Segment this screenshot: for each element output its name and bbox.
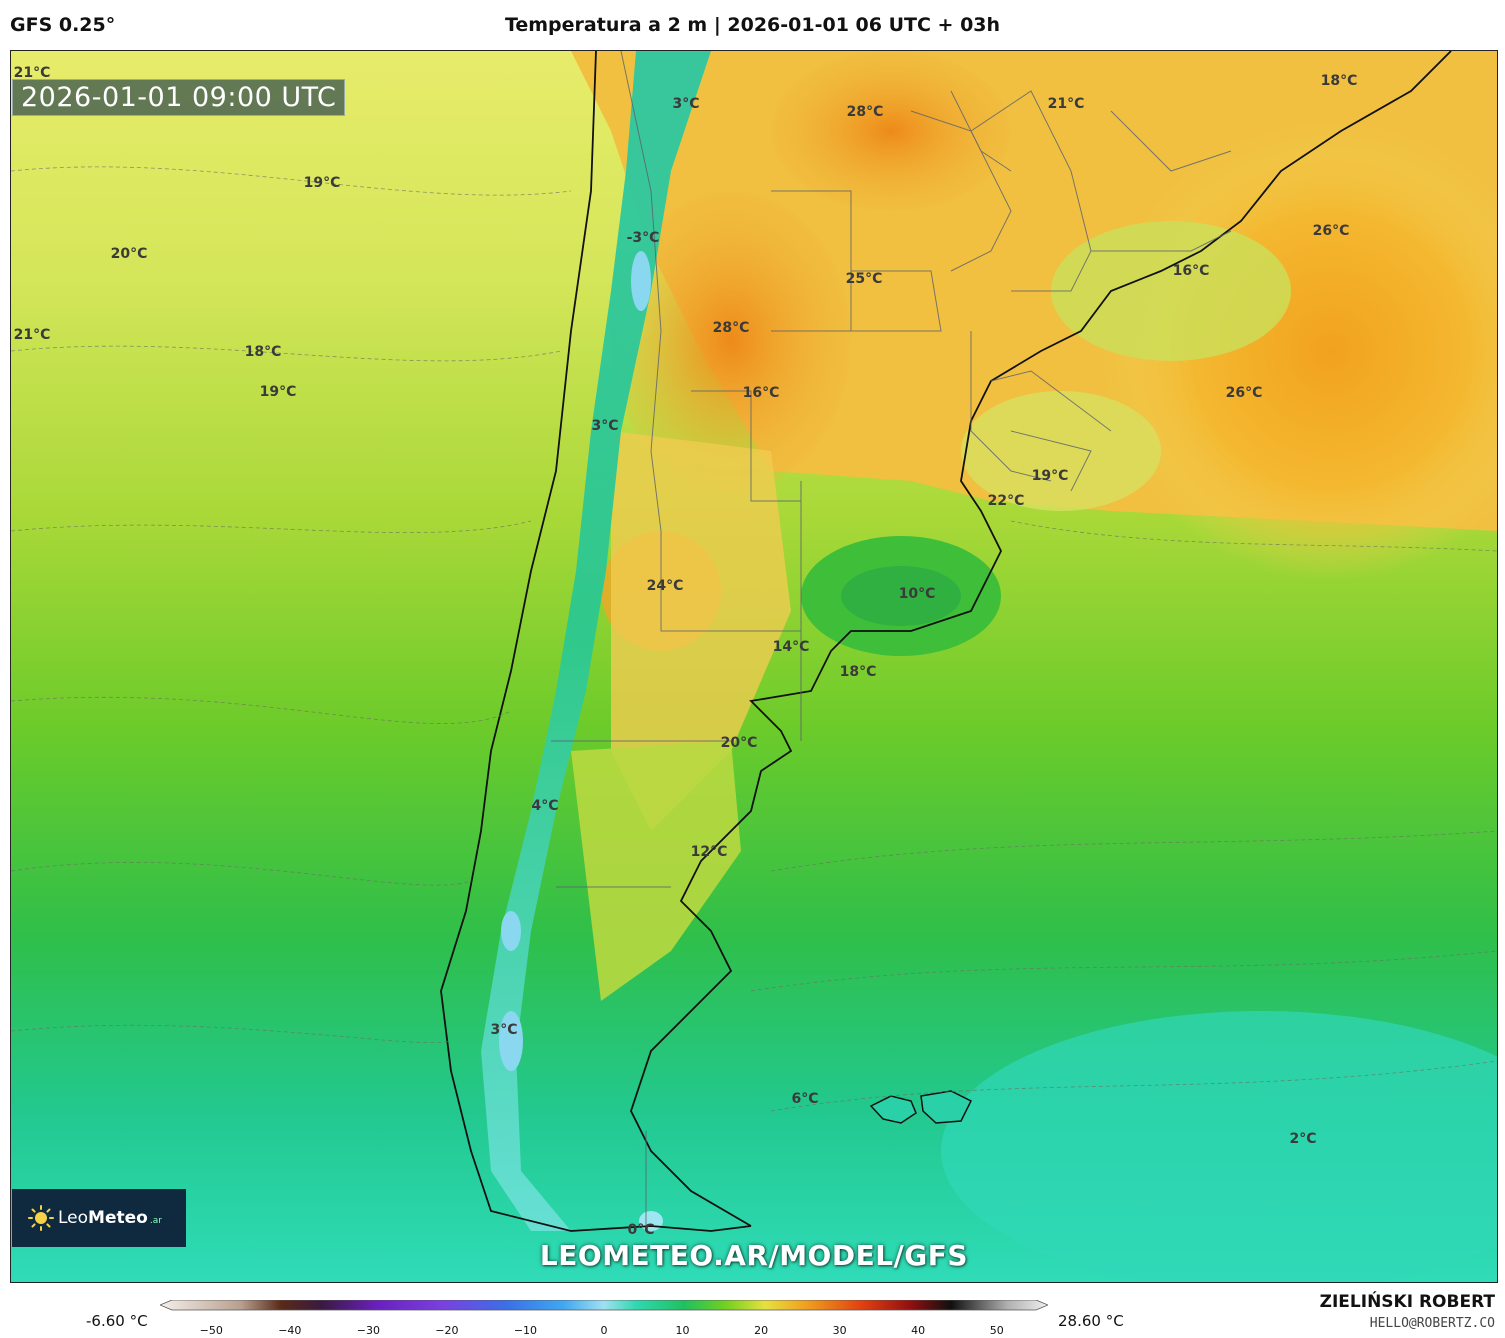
scale-tick-label: 0 <box>600 1324 608 1337</box>
author-block: ZIELIŃSKI ROBERT HELLO@ROBERTZ.CO <box>1320 1292 1495 1331</box>
scale-tick-label: 10 <box>675 1324 690 1337</box>
url-watermark: LEOMETEO.AR/MODEL/GFS <box>539 1239 969 1272</box>
color-scale-bar <box>160 1300 1048 1311</box>
temp-label: 21°C <box>13 65 51 81</box>
temp-label: 21°C <box>1047 96 1085 112</box>
sun-icon <box>28 1205 54 1231</box>
scale-tick-label: −10 <box>513 1324 538 1337</box>
temp-label: -3°C <box>626 230 660 246</box>
temp-label: 24°C <box>646 578 684 594</box>
logo-suffix: .ar <box>149 1216 162 1226</box>
scale-tick-label: −50 <box>199 1324 223 1337</box>
scale-tick-label: −30 <box>356 1324 380 1337</box>
temp-label: 16°C <box>1172 263 1210 279</box>
logo-name-bold: Meteo <box>88 1208 148 1228</box>
valid-time-badge: 2026-01-01 09:00 UTC <box>12 79 346 116</box>
temp-label: 6°C <box>791 1091 819 1107</box>
temp-label: 16°C <box>742 385 780 401</box>
temp-label: 28°C <box>712 320 750 336</box>
temp-label: 19°C <box>1031 468 1069 484</box>
temp-label: 10°C <box>898 586 936 602</box>
leometeo-logo[interactable]: LeoMeteo .ar <box>12 1189 186 1247</box>
temp-label: 3°C <box>672 96 700 112</box>
temp-label: 3°C <box>490 1022 518 1038</box>
temp-label: 18°C <box>839 664 877 680</box>
scale-tick-label: −40 <box>278 1324 302 1337</box>
scale-tick-label: 20 <box>754 1324 769 1337</box>
logo-name-regular: Leo <box>58 1208 89 1228</box>
temp-label: 18°C <box>244 344 282 360</box>
scale-tick-label: 40 <box>911 1324 926 1337</box>
legend-max-label: 28.60 °C <box>1058 1312 1124 1330</box>
temperature-map: 2026-01-01 09:00 UTC 21°C 3°C 28°C 21°C … <box>10 50 1498 1283</box>
temp-label: 28°C <box>846 104 884 120</box>
temp-label: 26°C <box>1312 223 1350 239</box>
temp-label: 0°C <box>627 1222 655 1238</box>
map-title: Temperatura a 2 m | 2026-01-01 06 UTC + … <box>504 14 1001 36</box>
temp-label: 21°C <box>13 327 51 343</box>
temp-label: 19°C <box>259 384 297 400</box>
temp-label: 20°C <box>720 735 758 751</box>
logo-name: LeoMeteo <box>58 1208 148 1228</box>
scale-tick-label: 30 <box>832 1324 847 1337</box>
temp-label: 14°C <box>772 639 810 655</box>
temp-label: 2°C <box>1289 1131 1317 1147</box>
color-scale-ticks: −50 −40 −30 −20 −10 0 10 20 30 40 50 <box>160 1324 1048 1338</box>
temp-label: 20°C <box>110 246 148 262</box>
temp-label: 4°C <box>531 798 559 814</box>
scale-tick-label: −20 <box>435 1324 459 1337</box>
temp-label: 3°C <box>591 418 619 434</box>
model-label: GFS 0.25° <box>10 14 116 36</box>
temp-label: 22°C <box>987 493 1025 509</box>
temp-label: 18°C <box>1320 73 1358 89</box>
temp-label: 19°C <box>303 175 341 191</box>
legend-min-label: -6.60 °C <box>86 1312 148 1330</box>
author-name: ZIELIŃSKI ROBERT <box>1319 1292 1495 1312</box>
temp-label: 12°C <box>690 844 728 860</box>
temp-label: 25°C <box>845 271 883 287</box>
temp-label: 26°C <box>1225 385 1263 401</box>
scale-tick-label: 50 <box>989 1324 1004 1337</box>
map-background <box>11 51 1497 1282</box>
author-email[interactable]: HELLO@ROBERTZ.CO <box>1369 1316 1495 1331</box>
